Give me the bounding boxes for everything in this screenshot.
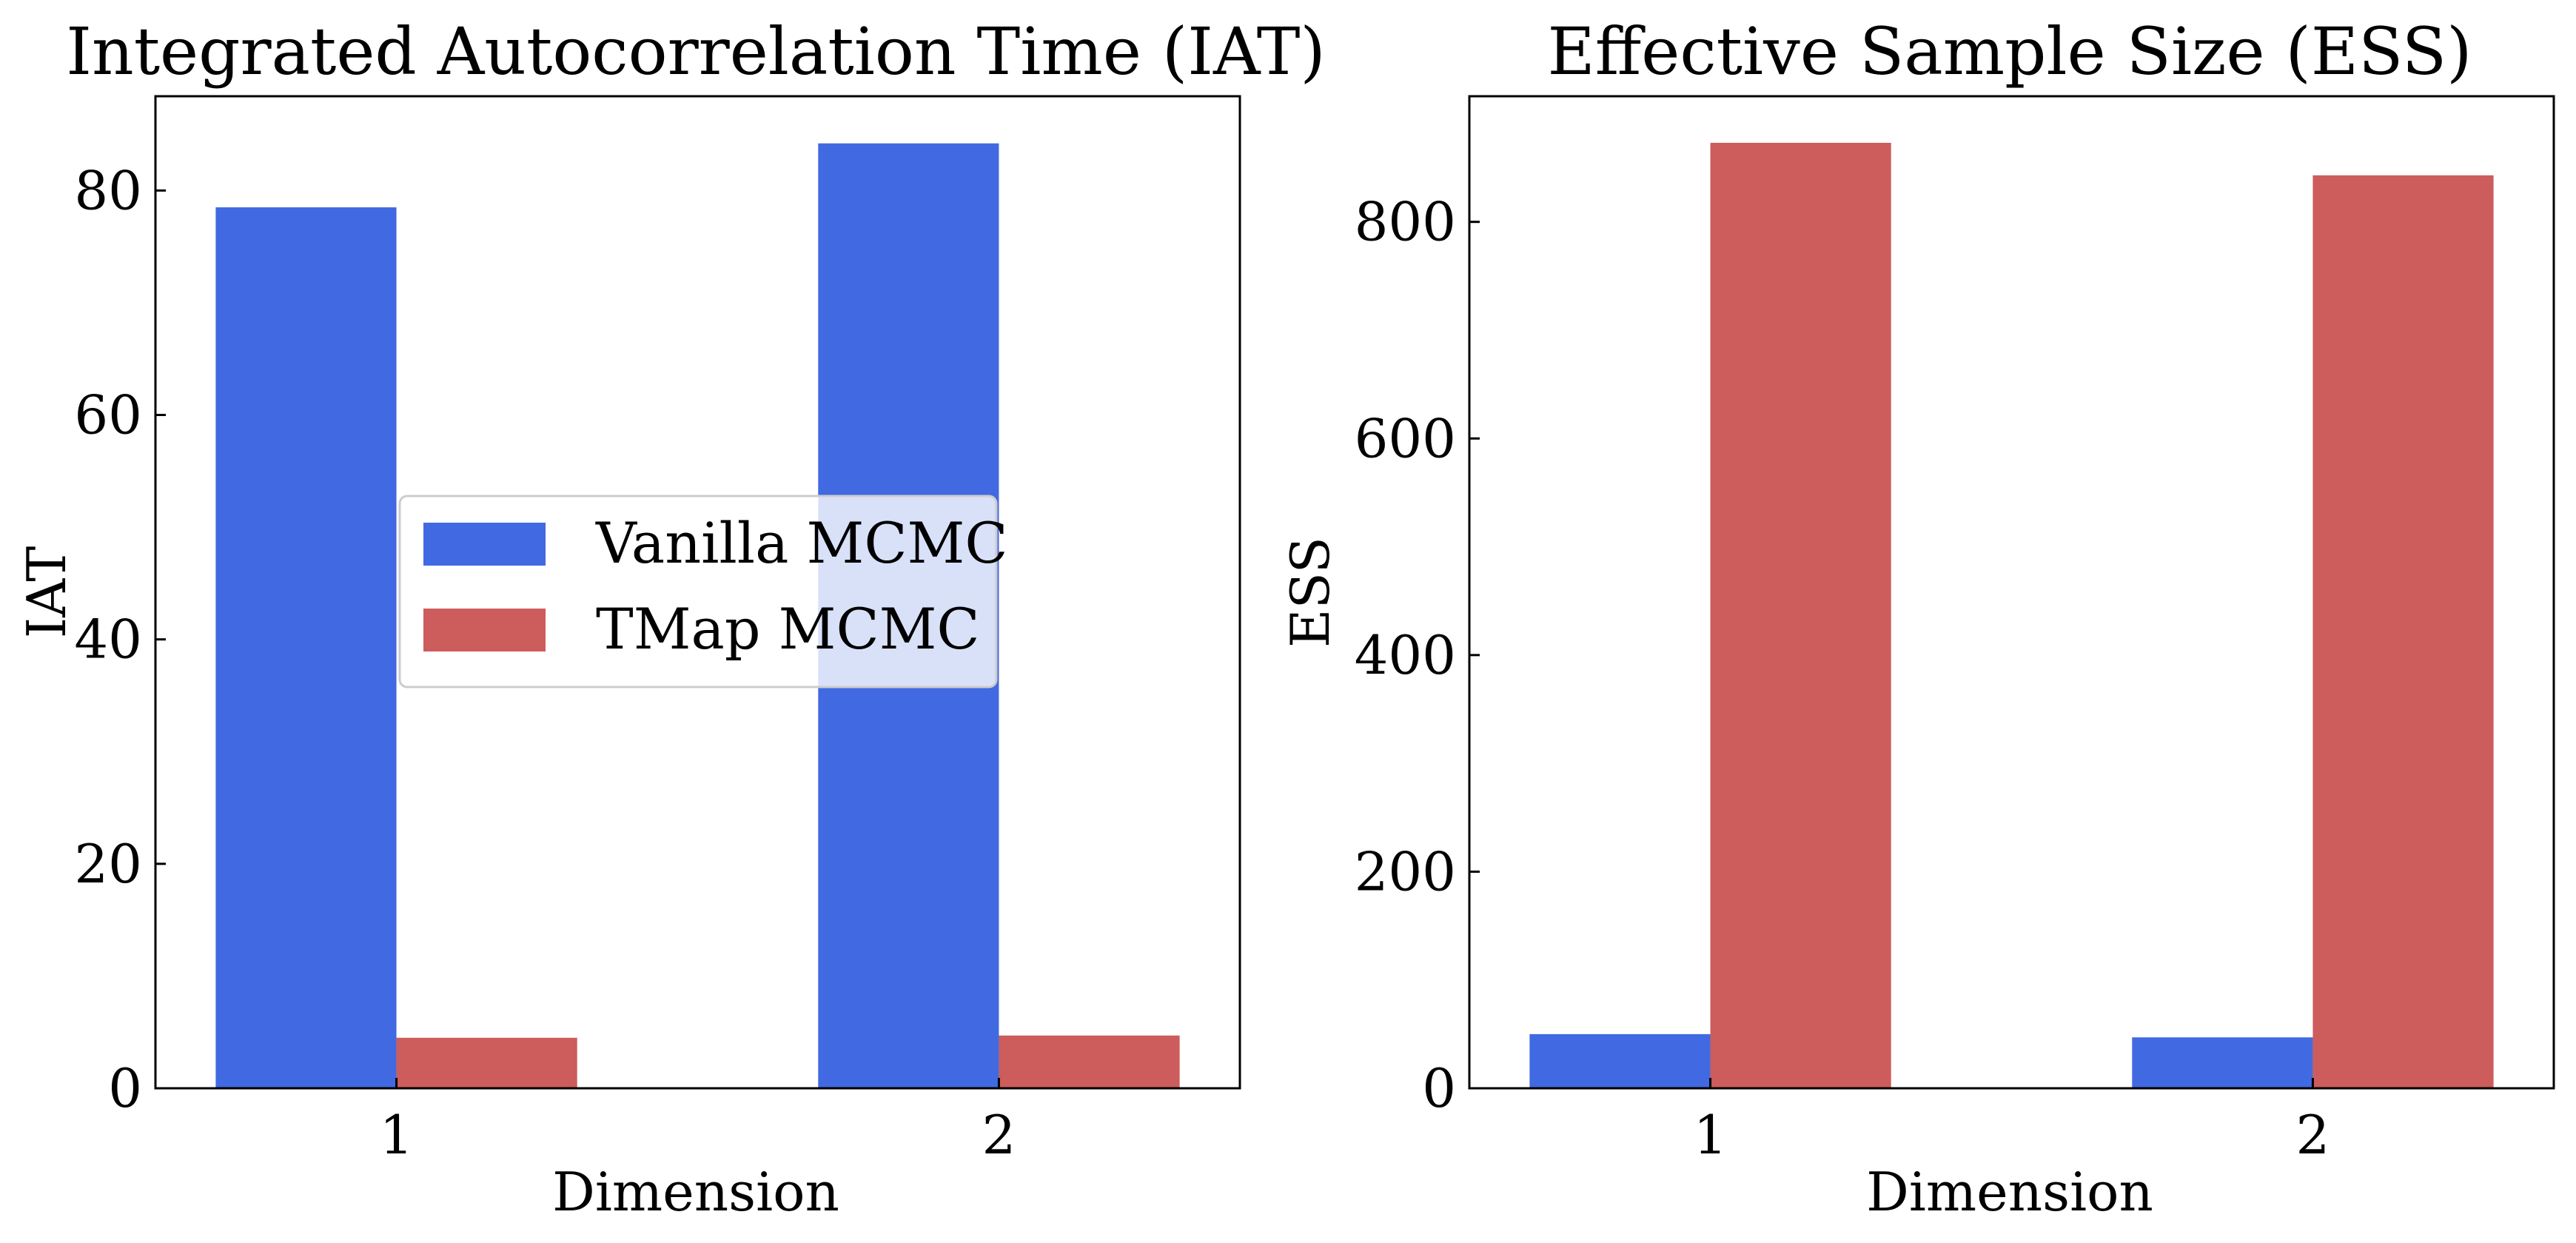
ess-y-tick-label: 800 <box>1355 191 1456 253</box>
iat-x-tick-label: 1 <box>380 1104 414 1166</box>
ess-bars <box>1529 142 2494 1088</box>
ess-y-axis: 0 200 400 600 800 <box>1355 191 1480 1119</box>
ess-y-tick-label: 400 <box>1355 624 1456 686</box>
iat-y-tick-label: 0 <box>108 1057 142 1119</box>
ess-bar-vanilla-mcmc-dim-2 <box>2132 1037 2313 1088</box>
ess-y-tick-label: 0 <box>1422 1057 1456 1119</box>
ess-bar-vanilla-mcmc-dim-1 <box>1529 1033 1711 1088</box>
iat-chart: Integrated Autocorrelation Time (IAT) 0 2… <box>16 13 1326 1223</box>
ess-plot-frame <box>1468 95 2555 1090</box>
iat-y-tick-label: 40 <box>74 609 142 671</box>
ess-y-axis-label: ESS <box>1279 537 1341 648</box>
ess-chart-title: Effective Sample Size (ESS) <box>1548 13 2472 90</box>
iat-y-tick-label: 80 <box>74 159 142 221</box>
iat-chart-title: Integrated Autocorrelation Time (IAT) <box>66 13 1325 90</box>
legend-label-vanilla-mcmc: Vanilla MCMC <box>595 510 1008 576</box>
iat-y-axis: 0 20 40 60 80 <box>74 159 166 1119</box>
iat-x-axis-label: Dimension <box>552 1161 839 1223</box>
iat-bar-vanilla-mcmc-dim-1 <box>215 207 397 1088</box>
ess-x-tick-label: 2 <box>2296 1104 2330 1166</box>
legend-swatch-tmap-mcmc <box>423 609 546 651</box>
iat-bar-tmap-mcmc-dim-1 <box>396 1037 577 1088</box>
iat-y-tick-label: 20 <box>74 833 142 895</box>
ess-x-axis-label: Dimension <box>1866 1161 2153 1223</box>
iat-legend: Vanilla MCMC TMap MCMC <box>398 495 1008 688</box>
legend-frame <box>398 495 998 688</box>
iat-y-axis-label: IAT <box>16 546 78 639</box>
legend-label-tmap-mcmc: TMap MCMC <box>596 596 980 662</box>
legend-swatch-vanilla-mcmc <box>423 523 546 566</box>
iat-x-tick-label: 2 <box>982 1104 1016 1166</box>
iat-bar-tmap-mcmc-dim-2 <box>999 1035 1180 1088</box>
ess-bar-tmap-mcmc-dim-2 <box>2312 175 2494 1088</box>
ess-chart: Effective Sample Size (ESS) 0 200 400 600 80… <box>1279 13 2555 1223</box>
ess-bar-tmap-mcmc-dim-1 <box>1710 142 1891 1088</box>
ess-y-tick-label: 200 <box>1355 840 1456 902</box>
iat-plot-frame <box>154 95 1241 1090</box>
iat-y-tick-label: 60 <box>74 383 142 446</box>
ess-y-tick-label: 600 <box>1355 407 1456 469</box>
ess-x-tick-label: 1 <box>1694 1104 1728 1166</box>
